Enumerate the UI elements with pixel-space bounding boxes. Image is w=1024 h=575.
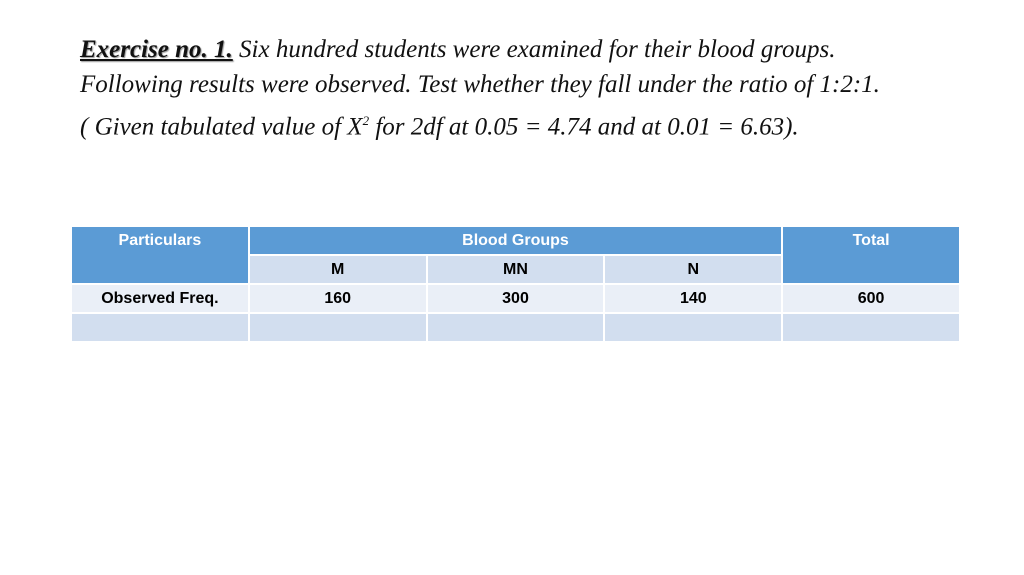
empty-cell	[425, 312, 606, 343]
empty-cell	[781, 312, 961, 343]
table-cell: 600	[781, 283, 961, 314]
table-cell: 300	[425, 283, 606, 314]
given-line: ( Given tabulated value of X2 for 2df at…	[80, 113, 799, 141]
subheader-cell: M	[247, 254, 428, 285]
table-cell: 140	[603, 283, 784, 314]
heading-text: Six hundred students were examined for t…	[239, 36, 836, 63]
header-cell: Total	[781, 225, 961, 285]
given-text: ( Given tabulated value of X	[80, 113, 363, 141]
heading-text: Following results were observed. Test wh…	[80, 71, 880, 98]
exercise-label: Exercise no. 1.	[80, 36, 233, 63]
empty-cell	[70, 312, 250, 343]
header-cell: Particulars	[70, 225, 250, 285]
data-table: Particulars Blood Groups Total M MN N Ob…	[70, 225, 961, 343]
empty-row	[70, 312, 961, 343]
table-row: Observed Freq. 160 300 140 600	[70, 283, 961, 314]
header-cell: Blood Groups	[247, 225, 784, 256]
table-cell: 160	[247, 283, 428, 314]
given-text: for 2df at 0.05 = 4.74 and at 0.01 = 6.6…	[369, 113, 799, 141]
table-cell: Observed Freq.	[70, 283, 250, 314]
heading-line: Exercise no. 1. Six hundred students wer…	[80, 36, 836, 64]
superscript: 2	[362, 113, 370, 128]
empty-cell	[603, 312, 784, 343]
empty-cell	[247, 312, 428, 343]
subheader-cell: N	[603, 254, 784, 285]
subheader-cell: MN	[425, 254, 606, 285]
